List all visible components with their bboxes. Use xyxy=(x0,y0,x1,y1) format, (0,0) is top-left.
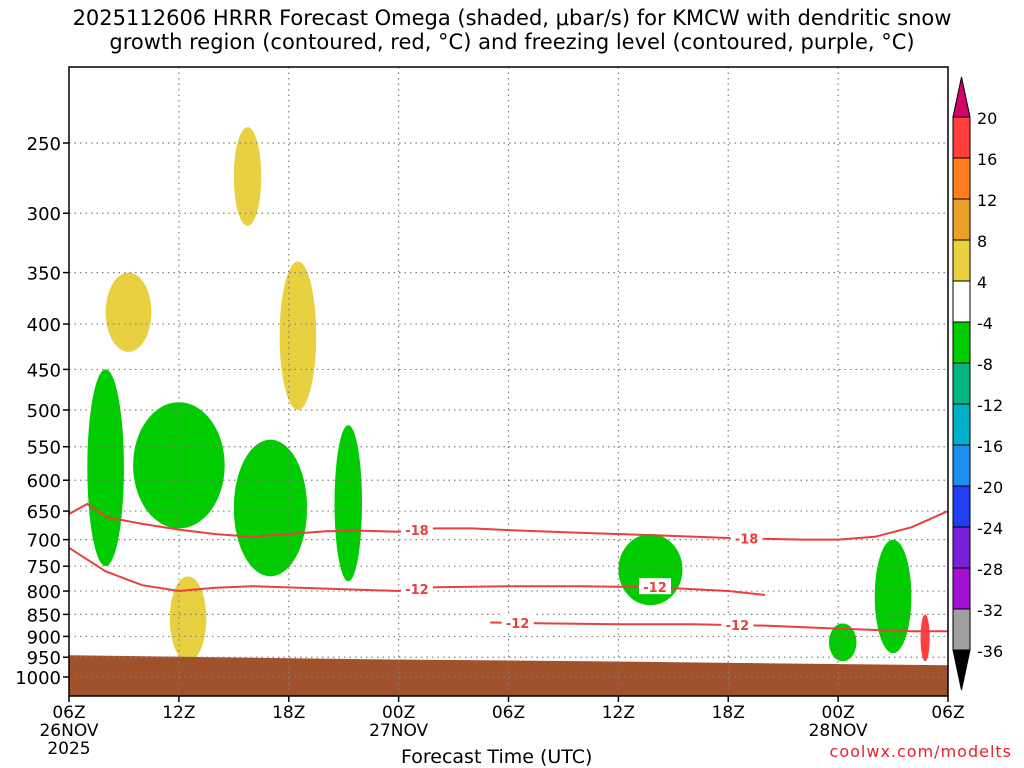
x-tick-label-8: 06Z xyxy=(931,703,964,723)
x-year-label-0: 2025 xyxy=(47,739,90,759)
isotherm-label-0-0: -18 xyxy=(405,524,429,539)
isotherm-label-2-0: -12 xyxy=(506,617,530,632)
colorbar-label-2: 12 xyxy=(977,191,997,210)
y-tick-label-650: 650 xyxy=(27,502,61,523)
isotherm-label-bg-2-1 xyxy=(721,616,754,633)
omega-region-2 xyxy=(233,439,308,577)
chart-title-line1: 2025112606 HRRR Forecast Omega (shaded, … xyxy=(72,6,952,30)
colorbar-label-12: -32 xyxy=(977,601,1003,620)
colorbar-label-9: -20 xyxy=(977,478,1003,497)
y-tick-label-300: 300 xyxy=(27,204,61,225)
colorbar-band-4 xyxy=(952,280,971,323)
x-date-label-7: 28NOV xyxy=(809,721,868,741)
colorbar-band-0 xyxy=(952,116,971,159)
x-date-label-0: 26NOV xyxy=(39,721,98,741)
omega-region-9 xyxy=(279,261,317,410)
x-tick-label-3: 00Z xyxy=(382,703,415,723)
y-tick-label-600: 600 xyxy=(27,471,61,492)
colorbar-top-arrow xyxy=(952,76,971,118)
y-tick-label-900: 900 xyxy=(27,627,61,648)
x-tick-label-6: 18Z xyxy=(712,703,745,723)
omega-region-0 xyxy=(87,369,124,567)
omega-region-6 xyxy=(874,539,912,654)
y-tick-label-800: 800 xyxy=(27,582,61,603)
omega-region-8 xyxy=(105,272,152,352)
x-tick-label-5: 12Z xyxy=(602,703,635,723)
isotherm-label-bg-2-0 xyxy=(501,613,534,630)
x-tick-label-0: 06Z xyxy=(52,703,85,723)
credit-text: coolwx.com/modelts xyxy=(829,742,1012,761)
y-tick-label-500: 500 xyxy=(27,401,61,422)
colorbar-band-3 xyxy=(952,239,971,282)
x-tick-label-4: 06Z xyxy=(492,703,525,723)
y-tick-label-250: 250 xyxy=(27,134,61,155)
colorbar-label-11: -28 xyxy=(977,560,1003,579)
colorbar-label-7: -12 xyxy=(977,396,1003,415)
colorbar-band-6 xyxy=(952,362,971,405)
y-tick-label-1000: 1000 xyxy=(15,668,61,689)
isotherm-label-0-1: -18 xyxy=(735,532,759,547)
colorbar-band-7 xyxy=(952,403,971,446)
colorbar-bottom-arrow xyxy=(952,649,971,691)
y-tick-label-850: 850 xyxy=(27,605,61,626)
y-tick-label-350: 350 xyxy=(27,264,61,285)
colorbar-label-5: -4 xyxy=(977,314,993,333)
chart-title-line2: growth region (contoured, red, °C) and f… xyxy=(109,30,915,54)
isotherm-label-bg-0-1 xyxy=(730,529,763,546)
x-date-label-3: 27NOV xyxy=(369,721,428,741)
colorbar-label-10: -24 xyxy=(977,519,1003,538)
y-tick-label-950: 950 xyxy=(27,648,61,669)
colorbar-band-8 xyxy=(952,444,971,487)
omega-region-3 xyxy=(334,425,362,582)
colorbar-band-9 xyxy=(952,485,971,528)
ground-terrain xyxy=(69,655,948,696)
isotherm-label-bg-0-0 xyxy=(400,521,433,538)
colorbar-label-13: -36 xyxy=(977,642,1003,661)
chart-title: 2025112606 HRRR Forecast Omega (shaded, … xyxy=(0,6,1024,54)
colorbar-label-8: -16 xyxy=(977,437,1003,456)
colorbar-label-1: 16 xyxy=(977,150,997,169)
isotherm-label-1-1: -12 xyxy=(643,581,667,596)
colorbar-label-4: 4 xyxy=(977,273,987,292)
x-tick-label-7: 00Z xyxy=(821,703,854,723)
isotherm-label-1-0: -12 xyxy=(405,583,429,598)
colorbar-band-11 xyxy=(952,567,971,610)
isotherm-label-bg-1-1 xyxy=(639,578,671,595)
colorbar-band-1 xyxy=(952,157,971,200)
colorbar-label-0: 20 xyxy=(977,109,997,128)
x-tick-label-2: 18Z xyxy=(272,703,305,723)
x-axis-title: Forecast Time (UTC) xyxy=(401,746,593,768)
x-tick-label-1: 12Z xyxy=(162,703,195,723)
omega-region-7 xyxy=(233,127,262,226)
colorbar-label-3: 8 xyxy=(977,232,987,251)
colorbar-band-10 xyxy=(952,526,971,569)
omega-region-11 xyxy=(920,614,930,662)
omega-region-1 xyxy=(133,402,225,529)
colorbar-band-12 xyxy=(952,608,971,651)
isotherm-label-bg-1-0 xyxy=(400,580,433,597)
colorbar-band-5 xyxy=(952,321,971,364)
isotherm-label-2-1: -12 xyxy=(726,619,750,634)
colorbar-band-2 xyxy=(952,198,971,241)
y-tick-label-550: 550 xyxy=(27,438,61,459)
y-tick-label-450: 450 xyxy=(27,360,61,381)
y-tick-label-750: 750 xyxy=(27,557,61,578)
colorbar-label-6: -8 xyxy=(977,355,993,374)
y-tick-label-700: 700 xyxy=(27,531,61,552)
y-tick-label-400: 400 xyxy=(27,315,61,336)
omega-region-5 xyxy=(828,623,857,662)
